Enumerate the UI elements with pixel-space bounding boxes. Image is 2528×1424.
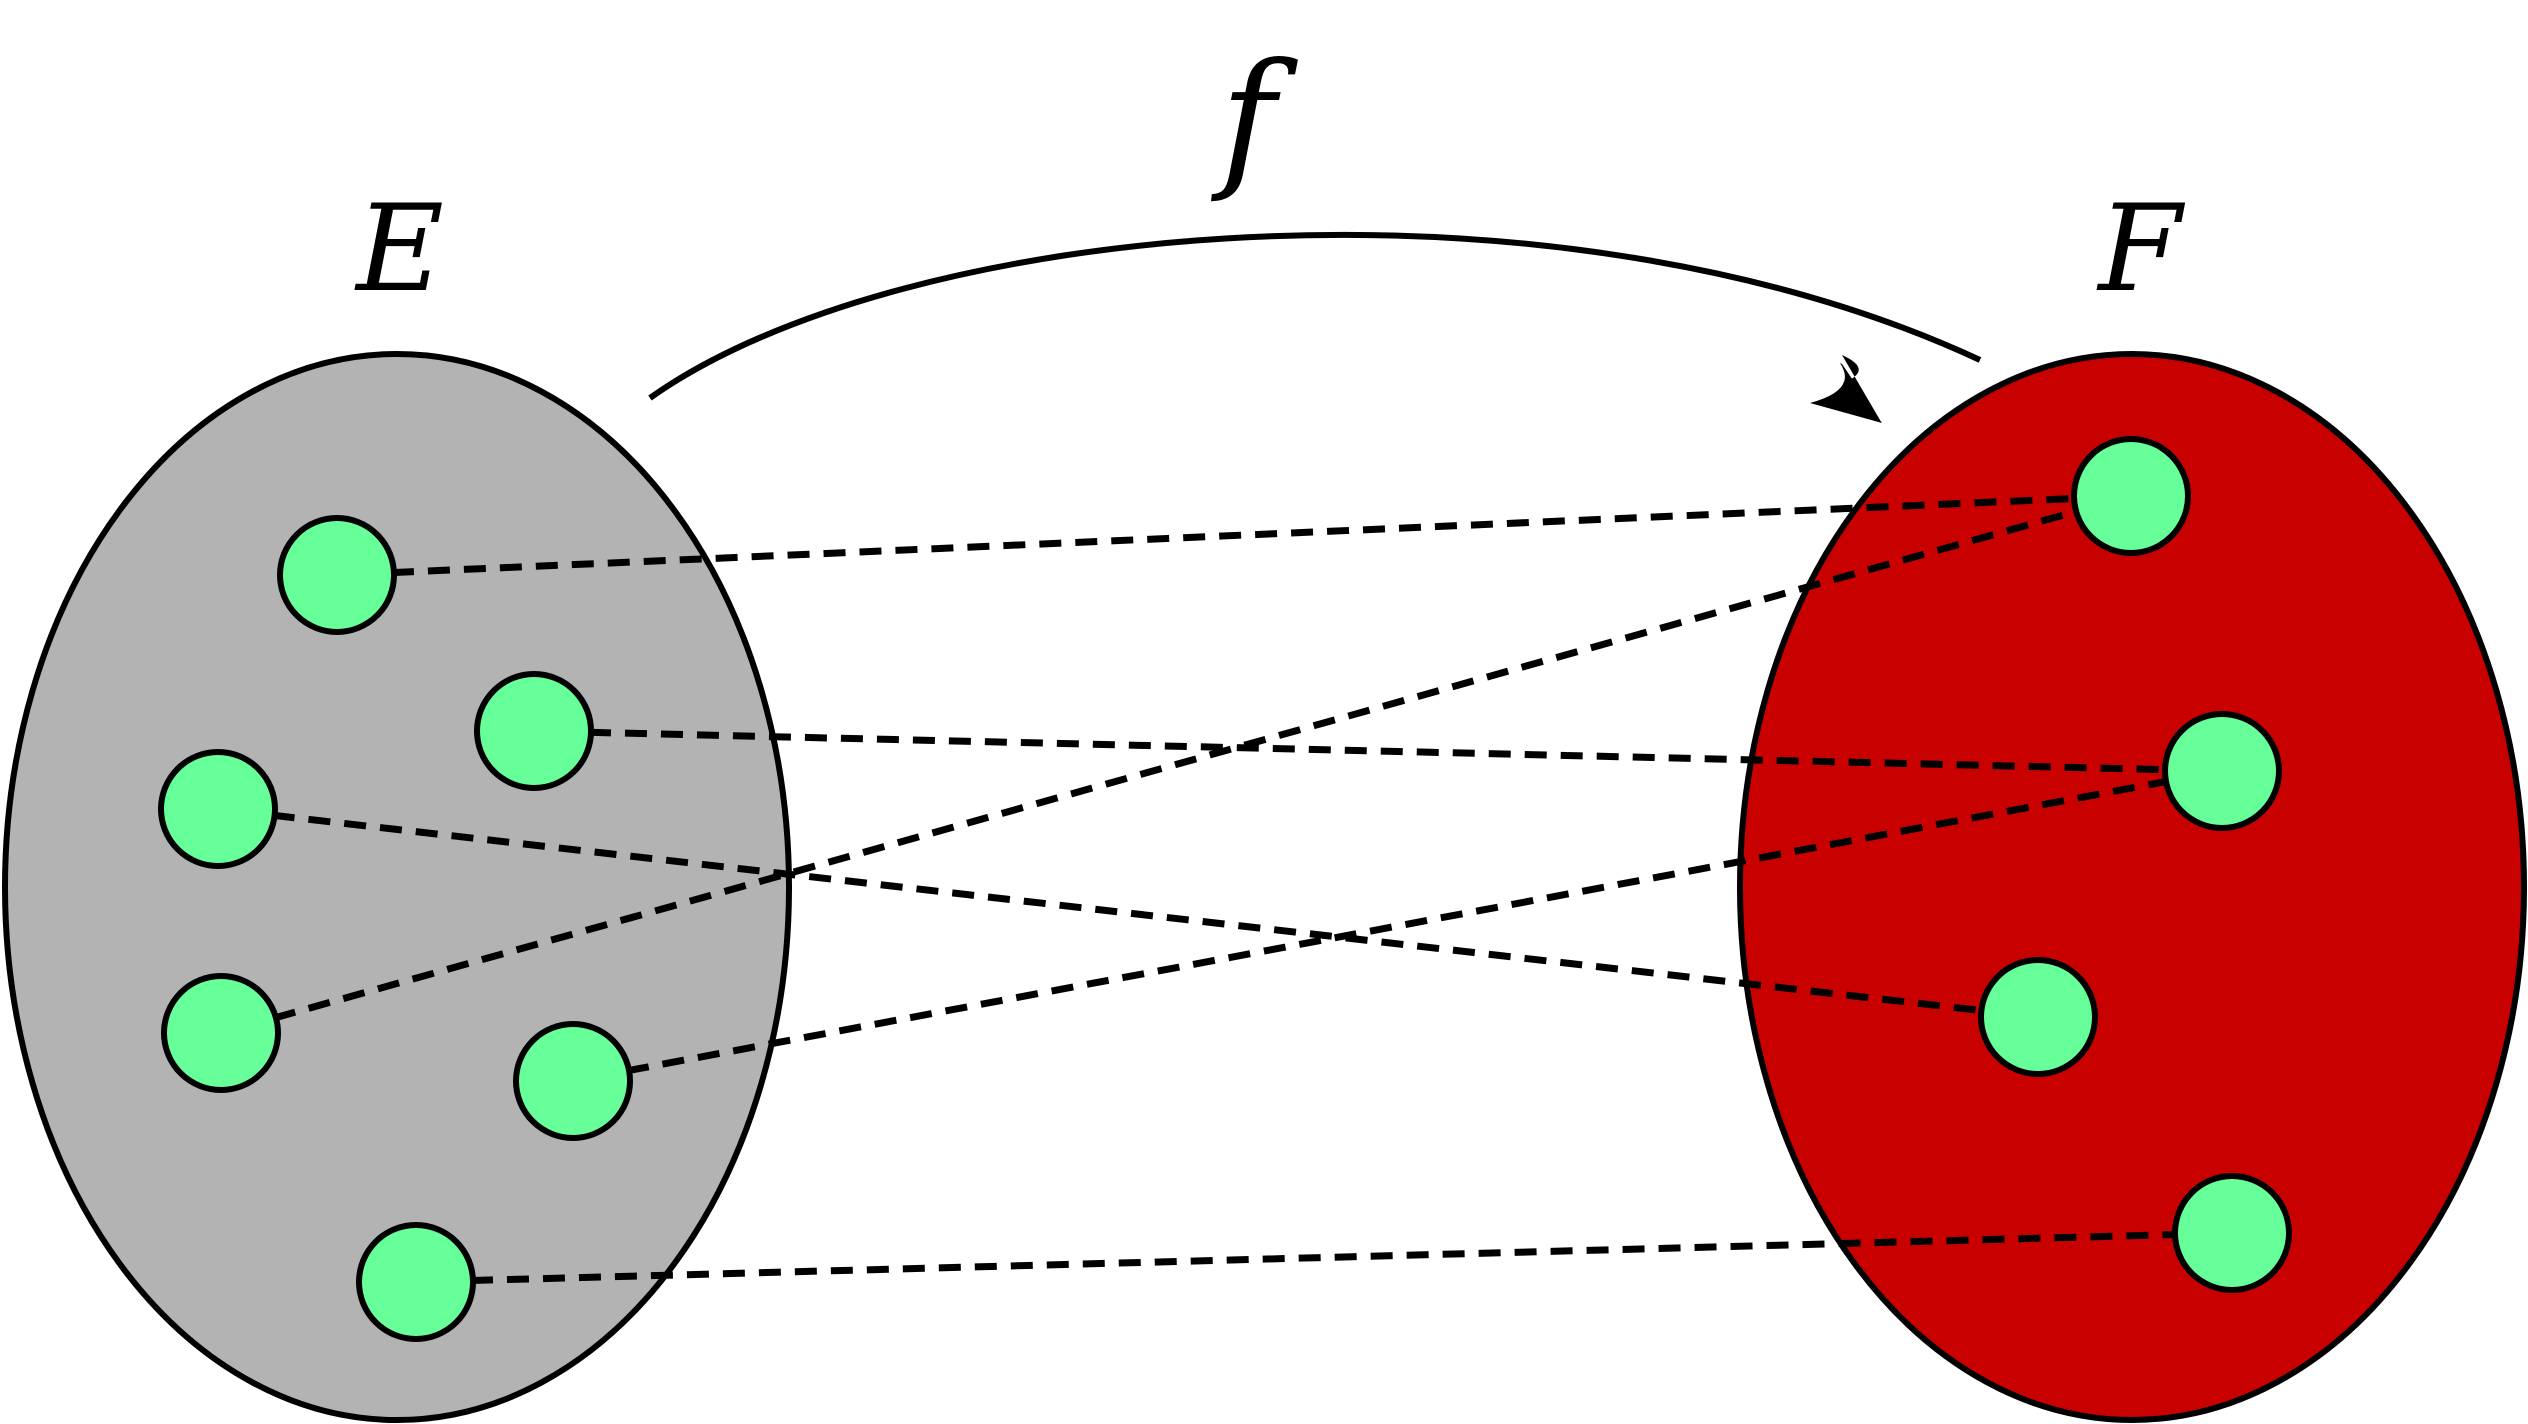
domain-element-e2 [474,671,594,791]
mapping-link-e5-f2 [626,777,2169,1075]
domain-element-e1 [277,515,397,635]
function-arrow-head [1842,355,1880,420]
mapping-link-e2-f2 [588,728,2168,774]
codomain-element-f1 [2071,436,2191,556]
mapping-link-e1-f1 [391,494,2077,577]
domain-element-e6 [356,1222,476,1342]
mapping-link-e6-f4 [470,1230,2178,1285]
function-arrow-tip [1810,363,1882,423]
codomain-element-f2 [2162,711,2282,831]
domain-set-label: E [354,180,444,319]
domain-element-e3 [158,749,278,869]
function-arrow [648,231,1982,401]
codomain-set-label: F [2096,180,2185,319]
codomain-element-f4 [2172,1173,2292,1293]
codomain-element-f3 [1978,957,2098,1077]
function-label: f [1210,32,1298,206]
domain-element-e4 [161,973,281,1093]
mapping-links [272,494,2178,1285]
domain-element-e5 [513,1021,633,1141]
set-elements [158,436,2292,1342]
domain-set-ellipse [2,351,792,1423]
codomain-set-ellipse [1737,351,2527,1423]
mapping-link-e4-f1 [272,507,2080,1022]
